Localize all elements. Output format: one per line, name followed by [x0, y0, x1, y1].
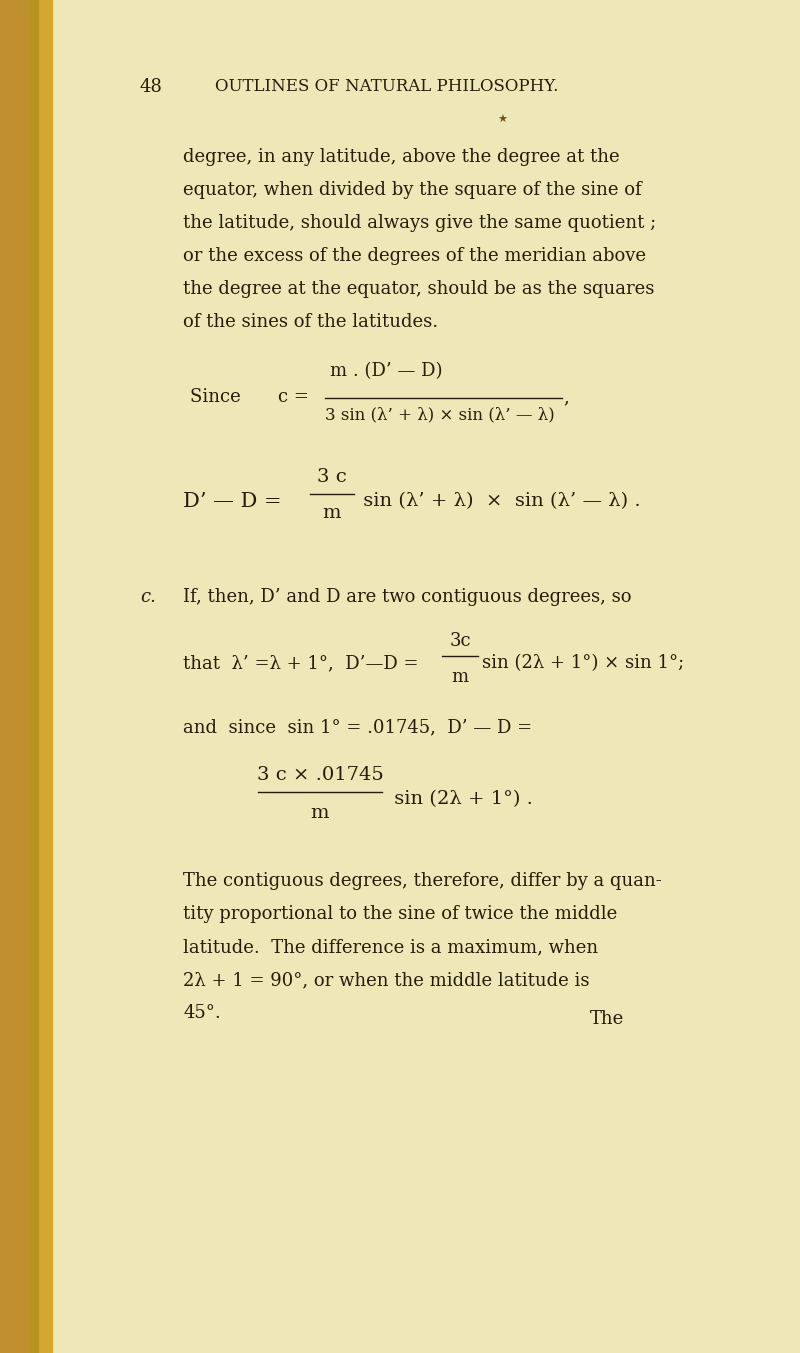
Text: 3 sin (λ’ + λ) × sin (λ’ — λ): 3 sin (λ’ + λ) × sin (λ’ — λ) [325, 406, 554, 423]
Text: ★: ★ [497, 115, 507, 124]
Text: OUTLINES OF NATURAL PHILOSOPHY.: OUTLINES OF NATURAL PHILOSOPHY. [215, 78, 558, 95]
Text: tity proportional to the sine of twice the middle: tity proportional to the sine of twice t… [183, 905, 618, 923]
Text: If, then, D’ and D are two contiguous degrees, so: If, then, D’ and D are two contiguous de… [183, 589, 631, 606]
Bar [0, 0, 52, 1353]
Text: sin (λ’ + λ)  ×  sin (λ’ — λ) .: sin (λ’ + λ) × sin (λ’ — λ) . [357, 492, 641, 510]
Text: c =: c = [278, 388, 309, 406]
Bar [0, 0, 38, 1353]
Text: 45°.: 45°. [183, 1004, 221, 1022]
Text: 3c: 3c [449, 632, 471, 649]
Text: the latitude, should always give the same quotient ;: the latitude, should always give the sam… [183, 214, 656, 231]
Text: ,: , [563, 388, 569, 406]
Text: m: m [451, 668, 469, 686]
Text: 3 c: 3 c [317, 468, 347, 486]
Text: D’ — D =: D’ — D = [183, 492, 282, 511]
Text: the degree at the equator, should be as the squares: the degree at the equator, should be as … [183, 280, 654, 298]
Text: equator, when divided by the square of the sine of: equator, when divided by the square of t… [183, 181, 642, 199]
Text: 2λ + 1 = 90°, or when the middle latitude is: 2λ + 1 = 90°, or when the middle latitud… [183, 971, 590, 989]
Text: and  since  sin 1° = .01745,  D’ — D =: and since sin 1° = .01745, D’ — D = [183, 718, 532, 736]
Text: c.: c. [140, 589, 156, 606]
Text: Since: Since [190, 388, 252, 406]
Text: of the sines of the latitudes.: of the sines of the latitudes. [183, 313, 438, 331]
Text: The contiguous degrees, therefore, differ by a quan-: The contiguous degrees, therefore, diffe… [183, 871, 662, 890]
Text: sin (2λ + 1°) .: sin (2λ + 1°) . [388, 790, 533, 808]
Text: or the excess of the degrees of the meridian above: or the excess of the degrees of the meri… [183, 248, 646, 265]
Text: that  λ’ =λ + 1°,  D’—D =: that λ’ =λ + 1°, D’—D = [183, 653, 418, 672]
Text: 48: 48 [140, 78, 163, 96]
Text: degree, in any latitude, above the degree at the: degree, in any latitude, above the degre… [183, 147, 620, 166]
Text: 3 c × .01745: 3 c × .01745 [257, 766, 383, 783]
Text: The: The [590, 1009, 624, 1028]
Text: m: m [310, 804, 330, 823]
Text: m: m [322, 505, 342, 522]
Text: m . (D’ — D): m . (D’ — D) [330, 363, 442, 380]
Text: sin (2λ + 1°) × sin 1°;: sin (2λ + 1°) × sin 1°; [482, 653, 684, 672]
Text: latitude.  The difference is a maximum, when: latitude. The difference is a maximum, w… [183, 938, 598, 957]
Bar [0, 0, 28, 1353]
